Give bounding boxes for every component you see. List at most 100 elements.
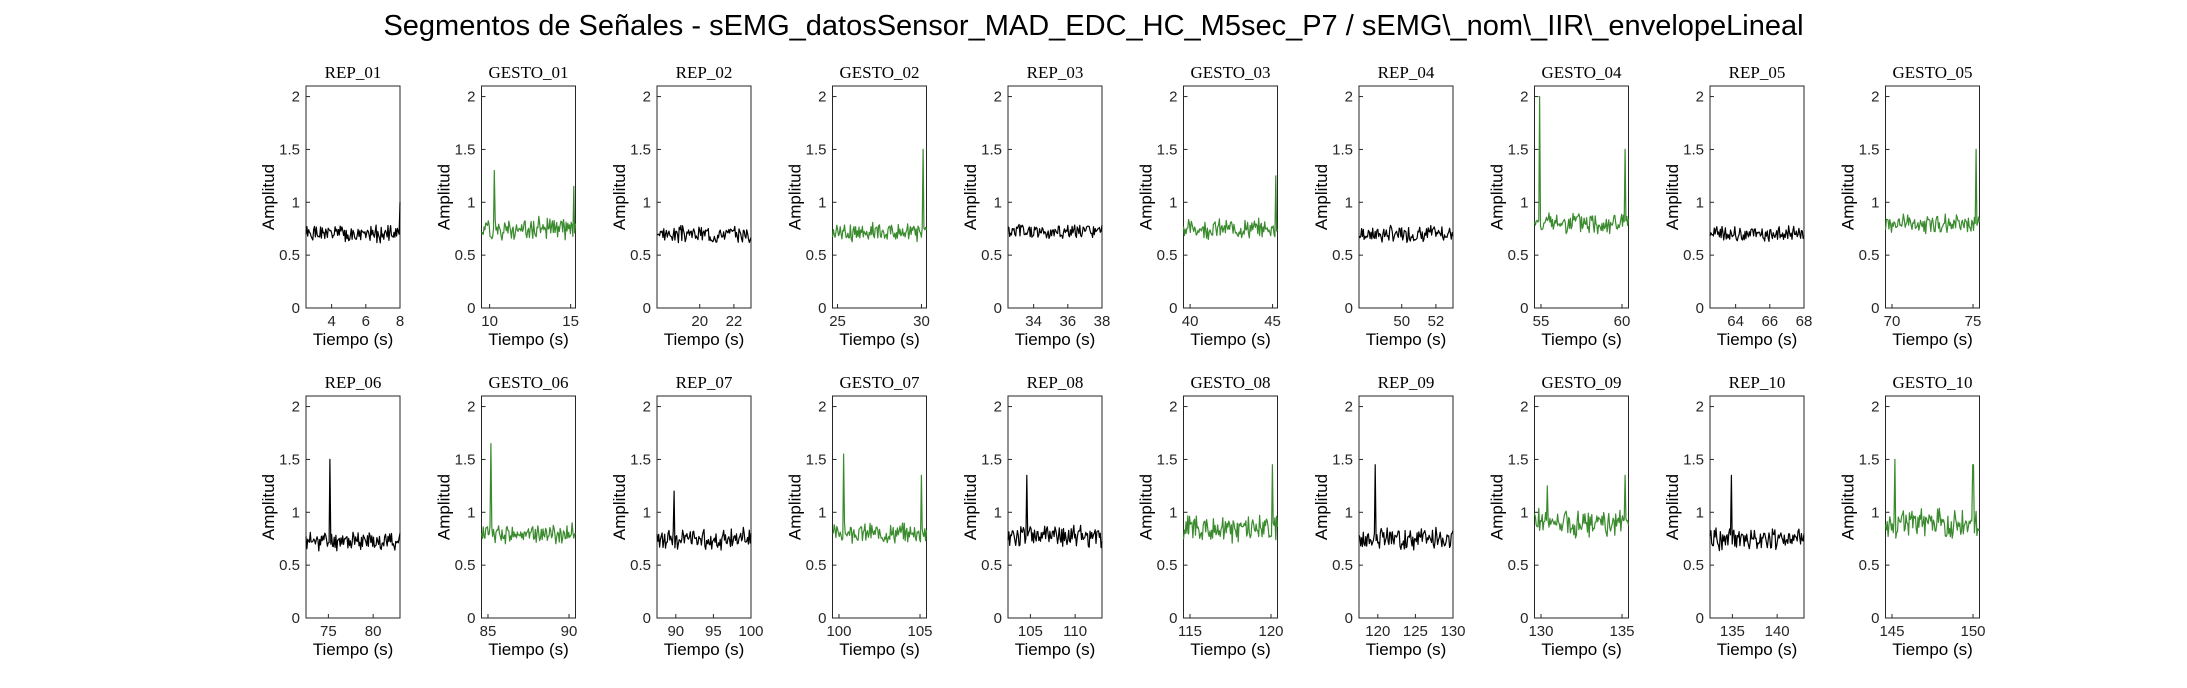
x-tick-label: 125: [1403, 623, 1428, 640]
x-tick-label: 135: [1720, 623, 1745, 640]
x-tick-label: 20: [691, 313, 708, 330]
x-axis-label: Tiempo (s): [488, 640, 569, 659]
y-tick-label: 2: [1696, 399, 1704, 416]
y-tick-label: 0: [1169, 300, 1177, 317]
x-axis-label: Tiempo (s): [488, 330, 569, 349]
signal-trace: [656, 490, 752, 551]
axes-box: [481, 395, 576, 619]
subplot-title: REP_07: [676, 373, 733, 392]
signal-trace: [656, 224, 752, 244]
y-tick-label: 2: [818, 89, 826, 106]
axes-box: [1709, 395, 1805, 619]
y-tick-label: 0: [1696, 610, 1704, 627]
axes-box: [305, 85, 401, 309]
signal-trace: [1007, 474, 1103, 549]
x-tick-label: 66: [1761, 313, 1778, 330]
subplot-title: REP_09: [1378, 373, 1435, 392]
x-axis-label: Tiempo (s): [664, 330, 745, 349]
subplot-title: GESTO_01: [489, 63, 569, 82]
y-tick-label: 0: [643, 610, 651, 627]
axes-box: [656, 85, 752, 309]
x-tick-label: 110: [1063, 623, 1087, 640]
y-tick-label: 1.5: [1157, 451, 1178, 468]
subplot-title: REP_01: [325, 63, 382, 82]
y-tick-label: 1.5: [1332, 141, 1353, 158]
subplot-title: REP_08: [1027, 373, 1084, 392]
axes-box: [1358, 395, 1454, 619]
y-tick-label: 0: [292, 300, 300, 317]
axes-box: [1183, 85, 1278, 309]
y-tick-label: 1.5: [1157, 141, 1178, 158]
y-tick-label: 0: [1345, 300, 1353, 317]
y-axis-label: Amplitud: [786, 164, 805, 230]
subplot-title: REP_02: [676, 63, 733, 82]
x-tick-label: 130: [1440, 623, 1465, 640]
y-tick-label: 0: [292, 610, 300, 627]
signal-trace: [1182, 464, 1279, 544]
x-tick-label: 34: [1025, 313, 1042, 330]
y-tick-label: 0: [1520, 610, 1528, 627]
subplot-title: GESTO_06: [489, 373, 569, 392]
signal-trace: [1182, 175, 1279, 240]
y-tick-label: 2: [467, 399, 475, 416]
y-axis-label: Amplitud: [1137, 164, 1156, 230]
y-tick-label: 0: [1871, 610, 1879, 627]
y-axis-label: Amplitud: [1839, 474, 1858, 540]
axes-box: [832, 395, 927, 619]
axes-box: [1885, 85, 1980, 309]
y-tick-label: 0: [1345, 610, 1353, 627]
y-tick-label: 1.5: [806, 451, 827, 468]
y-tick-label: 0.5: [981, 557, 1002, 574]
x-tick-label: 115: [1178, 623, 1202, 640]
y-tick-label: 1.5: [630, 141, 651, 158]
x-tick-label: 105: [908, 623, 933, 640]
x-tick-label: 75: [1965, 313, 1982, 330]
signal-trace: [1533, 474, 1630, 539]
y-tick-label: 1.5: [806, 141, 827, 158]
x-tick-label: 40: [1182, 313, 1199, 330]
y-tick-label: 2: [292, 399, 300, 416]
x-axis-label: Tiempo (s): [1892, 640, 1973, 659]
x-tick-label: 105: [1018, 623, 1043, 640]
y-tick-label: 1: [1871, 504, 1879, 521]
axes-box: [1534, 85, 1629, 309]
axes-box: [305, 395, 401, 619]
signal-trace: [1884, 458, 1980, 539]
y-tick-label: 0: [818, 300, 826, 317]
y-tick-label: 2: [1169, 89, 1177, 106]
signal-trace: [831, 148, 928, 243]
y-tick-label: 0: [1520, 300, 1528, 317]
x-tick-label: 70: [1884, 313, 1901, 330]
y-tick-label: 2: [994, 399, 1002, 416]
y-tick-label: 2: [818, 399, 826, 416]
y-axis-label: Amplitud: [961, 474, 980, 540]
y-axis-label: Amplitud: [435, 474, 454, 540]
x-tick-label: 135: [1610, 623, 1635, 640]
y-axis-label: Amplitud: [1488, 474, 1507, 540]
y-tick-label: 0: [1871, 300, 1879, 317]
y-axis-label: Amplitud: [1312, 164, 1331, 230]
y-tick-label: 1: [292, 194, 300, 211]
y-tick-label: 0.5: [630, 247, 651, 264]
x-tick-label: 55: [1533, 313, 1550, 330]
y-tick-label: 1: [643, 194, 651, 211]
y-tick-label: 1: [1696, 504, 1704, 521]
y-tick-label: 0: [994, 610, 1002, 627]
y-tick-label: 0.5: [630, 557, 651, 574]
y-tick-label: 1: [1169, 194, 1177, 211]
y-tick-label: 0.5: [1508, 247, 1529, 264]
subplot-title: GESTO_10: [1893, 373, 1973, 392]
y-tick-label: 1: [292, 504, 300, 521]
y-tick-label: 1.5: [1683, 451, 1704, 468]
subplot-title: GESTO_04: [1542, 63, 1622, 82]
x-tick-label: 85: [480, 623, 497, 640]
